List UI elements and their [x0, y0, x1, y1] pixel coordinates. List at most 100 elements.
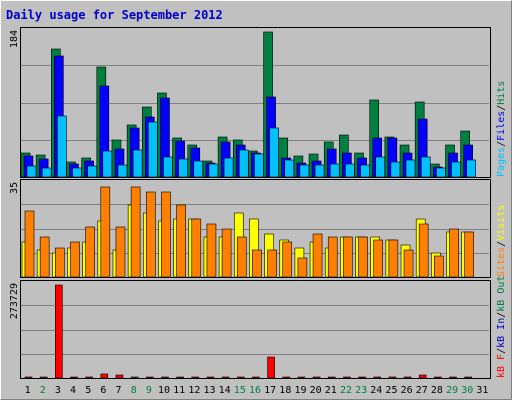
bar-sites-day-5: [85, 226, 95, 278]
x-tick-label-day-3: 3: [55, 385, 61, 396]
bar-kb-f-day-20: [312, 376, 321, 379]
bar-kb-f-day-23: [358, 376, 366, 379]
bar-pages-day-4: [72, 167, 82, 178]
bar-sites-day-25: [388, 239, 399, 278]
bar-pages-day-25: [390, 161, 401, 178]
bar-sites-day-8: [130, 186, 141, 278]
x-tick-label-day-8: 8: [131, 385, 137, 396]
legend: Pages/Files/Hits: [496, 81, 507, 177]
bar-kb-f-day-13: [206, 376, 215, 379]
bar-kb-f-day-9: [145, 376, 154, 379]
bar-sites-day-15: [236, 236, 247, 278]
bar-kb-f-day-3: [55, 284, 63, 379]
legend-entry: kB F: [496, 354, 507, 378]
bar-sites-day-17: [267, 249, 277, 278]
bar-sites-day-11: [176, 204, 186, 278]
bar-pages-day-18: [284, 159, 295, 178]
x-tick-label-day-26: 26: [401, 385, 413, 396]
bar-pages-day-12: [193, 160, 204, 178]
bar-kb-f-day-8: [130, 376, 139, 379]
bar-kb-f-day-18: [282, 376, 291, 379]
bar-kb-f-day-4: [70, 376, 78, 379]
bar-pages-day-3: [57, 115, 67, 178]
legend-separator: /: [496, 241, 507, 247]
bar-kb-f-day-19: [297, 376, 306, 379]
x-tick-label-day-31: 31: [476, 385, 488, 396]
legend: kB F/kB In/kB Out: [496, 276, 507, 378]
bar-pages-day-20: [314, 164, 325, 178]
bar-sites-day-13: [206, 223, 217, 278]
bar-pages-day-6: [102, 150, 113, 178]
x-tick-label-day-7: 7: [116, 385, 122, 396]
y-max-label: 184: [9, 30, 20, 48]
bar-kb-f-day-7: [115, 374, 124, 379]
bar-sites-day-23: [358, 236, 368, 278]
x-tick-label-day-6: 6: [100, 385, 106, 396]
bar-pages-day-16: [254, 153, 264, 178]
bar-sites-day-28: [434, 255, 444, 278]
bar-sites-day-26: [403, 249, 414, 278]
bar-kb-f-day-2: [39, 376, 48, 379]
axis-labels: 184 35 273729: [9, 30, 20, 319]
bar-sites-day-22: [343, 236, 353, 278]
day-labels: 1 2 3 4 5 6 7 8 9 10 11 12 13 14 15 16 17 18 19 20 21 22 23 24 2…: [25, 385, 489, 396]
bar-sites-day-21: [327, 236, 338, 278]
bar-kb-f-day-21: [327, 376, 336, 379]
bar-kb-f-day-26: [403, 376, 412, 379]
bar-sites-day-6: [100, 186, 111, 278]
bar-kb-f-day-16: [252, 376, 260, 379]
legend-entry: kB In: [496, 318, 507, 348]
bar-sites-day-1: [24, 210, 35, 278]
bar-pages-day-13: [208, 163, 219, 178]
bar-pages-day-2: [41, 167, 52, 178]
bar-pages-day-11: [178, 158, 188, 178]
panel-kbytes-frame: [20, 280, 491, 379]
legend-separator: /: [496, 141, 507, 147]
bar-pages-day-29: [451, 161, 461, 178]
bar-kb-f-day-12: [191, 376, 200, 379]
bar-kb-f-day-17: [267, 356, 275, 379]
bar-pages-day-30: [466, 159, 476, 178]
bar-sites-day-30: [464, 231, 474, 278]
x-tick-label-day-19: 19: [294, 385, 306, 396]
bar-sites-day-20: [312, 233, 323, 278]
bar-pages-day-24: [375, 156, 386, 178]
x-tick-label-day-30: 30: [461, 385, 473, 396]
x-tick-label-day-5: 5: [85, 385, 91, 396]
bar-pages-day-22: [345, 163, 355, 178]
x-tick-label-day-15: 15: [234, 385, 246, 396]
bar-pages-day-21: [329, 163, 340, 178]
bar-kb-f-day-22: [343, 376, 351, 379]
bar-kb-f-day-15: [236, 376, 245, 379]
x-tick-label-day-25: 25: [385, 385, 397, 396]
x-tick-label-day-21: 21: [325, 385, 337, 396]
x-tick-label-day-2: 2: [40, 385, 46, 396]
bar-pages-day-17: [269, 127, 279, 178]
x-tick-label-day-11: 11: [173, 385, 185, 396]
bar-kb-f-day-1: [24, 376, 33, 379]
bar-pages-day-26: [405, 159, 416, 178]
bar-sites-day-24: [373, 239, 384, 278]
bar-pages-day-14: [223, 157, 234, 178]
legend-separator: /: [496, 312, 507, 318]
bar-pages-day-27: [420, 156, 431, 178]
x-tick-label-day-13: 13: [203, 385, 215, 396]
x-tick-label-day-20: 20: [310, 385, 322, 396]
bar-kb-f-day-25: [388, 376, 397, 379]
legend-separator: /: [496, 105, 507, 111]
bar-sites-day-7: [115, 226, 126, 278]
bar-pages-day-8: [132, 149, 143, 178]
legend-entry: Hits: [496, 81, 507, 105]
chart-title: Daily usage for September 2012: [6, 8, 223, 22]
x-tick-label-day-12: 12: [188, 385, 200, 396]
bar-kb-f-day-27: [418, 374, 427, 379]
x-tick-label-day-22: 22: [340, 385, 352, 396]
y-max-label: 273729: [9, 283, 20, 319]
bar-sites-day-27: [418, 223, 429, 278]
bar-sites-day-3: [55, 247, 65, 278]
legend-entry: kB Out: [496, 276, 507, 312]
bar-sites-day-9: [145, 191, 156, 278]
x-tick-label-day-16: 16: [249, 385, 261, 396]
